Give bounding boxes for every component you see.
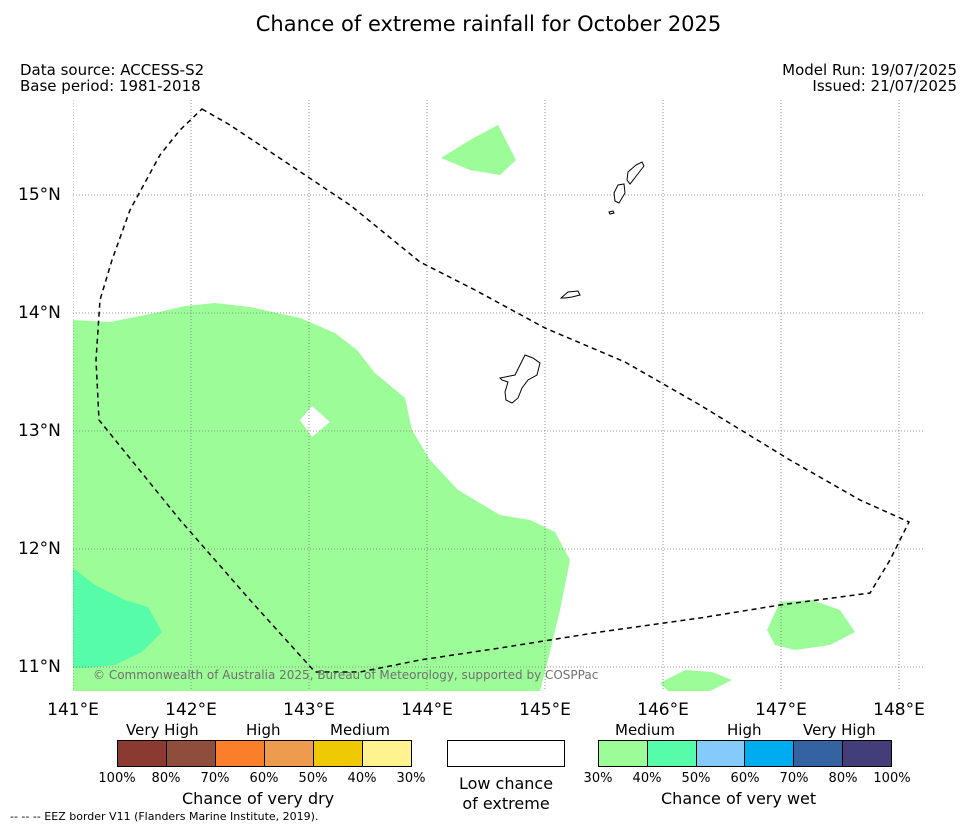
lon-label-143e: 143°E [283,700,335,720]
rota-island [559,290,581,299]
wet-legend-medium: Medium [615,721,675,739]
wet-swatch-6 [843,741,891,766]
wet-tick: 30% [583,771,613,786]
wet-legend-caption: Chance of very wet [661,789,817,808]
dry-legend-caption: Chance of very dry [182,789,335,808]
dry-swatch-6 [363,741,411,766]
map-title: Chance of extreme rainfall for October 2… [255,12,722,36]
lon-label-141e: 141°E [47,700,99,720]
issued-text: Issued: 21/07/2025 [812,77,957,95]
dry-tick: 40% [347,771,377,786]
dry-tick: 70% [200,771,230,786]
wet-swatch-4 [745,741,795,766]
data-source-text: Data source: ACCESS-S2 [20,61,205,79]
island-outlines [498,161,645,404]
wet-tick: 40% [632,771,662,786]
wet-tick: 70% [779,771,809,786]
medium-wet-region-southeast [767,600,855,650]
wet-tick: 80% [828,771,858,786]
wet-swatch-3 [696,741,746,766]
medium-wet-region-north [441,125,516,175]
dry-swatch-3 [216,741,265,766]
lon-label-147e: 147°E [755,700,807,720]
low-chance-line1: Low chance [458,774,554,793]
aguijan-island [608,210,615,215]
dry-tick: 80% [151,771,181,786]
dry-tick: 100% [98,771,136,786]
base-period-text: Base period: 1981-2018 [20,77,201,95]
wet-legend-very-high: Very High [803,721,876,739]
eez-border-note: -- -- -- EEZ border V11 (Flanders Marine… [10,810,319,823]
dry-swatch-4 [265,741,314,766]
medium-wet-region-main [73,303,570,691]
lon-label-146e: 146°E [637,700,689,720]
copyright-notice: © Commonwealth of Australia 2025, Bureau… [93,668,599,682]
model-run-info: Model Run: 19/07/2025 Issued: 21/07/2025 [782,62,957,94]
dry-tick: 30% [396,771,426,786]
lat-label-13n: 13°N [18,421,61,441]
dry-tick: 60% [249,771,279,786]
lat-label-15n: 15°N [18,185,61,205]
wet-swatch-5 [794,741,844,766]
dry-legend-medium: Medium [330,721,390,739]
saipan-island [626,161,645,185]
medium-wet-region-south [660,670,732,691]
tinian-island [613,183,626,204]
lat-label-11n: 11°N [18,657,61,677]
lon-label-148e: 148°E [873,700,925,720]
wet-tick: 60% [730,771,760,786]
data-source-info: Data source: ACCESS-S2 Base period: 1981… [20,62,204,94]
high-wet-region [73,568,162,668]
grid-lines [73,100,923,691]
wet-legend-high: High [727,721,762,739]
dry-swatch-1 [118,741,167,766]
low-chance-box [447,740,565,767]
wet-tick: 100% [873,771,911,786]
dry-tick: 50% [298,771,328,786]
map-area [73,100,923,691]
lon-label-142e: 142°E [165,700,217,720]
eez-border [95,108,911,673]
guam-island [498,354,541,404]
lon-label-144e: 144°E [401,700,453,720]
lat-label-14n: 14°N [18,303,61,323]
dry-color-bar [117,740,412,767]
dry-swatch-5 [314,741,363,766]
lon-label-145e: 145°E [519,700,571,720]
dry-legend-very-high: Very High [126,721,199,739]
low-chance-caption: Low chance of extreme [447,774,565,814]
lat-label-12n: 12°N [18,539,61,559]
wet-swatch-2 [647,741,697,766]
wet-color-bar [598,740,892,767]
wet-swatch-1 [599,741,648,766]
model-run-text: Model Run: 19/07/2025 [782,61,957,79]
low-chance-line2: of extreme [462,794,550,813]
dry-legend-high: High [246,721,281,739]
dry-swatch-2 [167,741,216,766]
wet-tick: 50% [681,771,711,786]
